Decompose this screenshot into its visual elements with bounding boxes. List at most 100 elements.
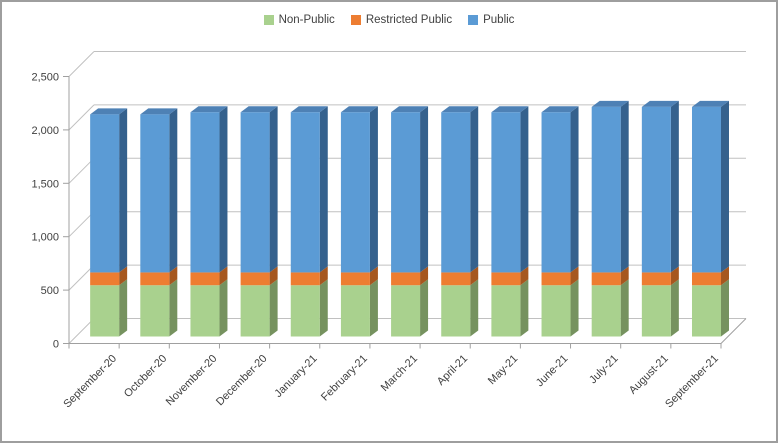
gridline-depth-segment [68,104,95,131]
bar-november-20 [190,106,228,337]
bar-segment-public[interactable] [340,112,370,273]
bar-segment-public[interactable] [290,112,320,273]
bar-segment-non-public[interactable] [290,285,320,337]
bar-segment-public[interactable] [541,112,571,273]
x-axis-label: December-20 [214,353,270,409]
bars-group [90,100,729,337]
bar-segment-public-top-face [290,106,328,113]
bar-segment-public-top-face [391,106,429,113]
bar-segment-non-public-side-face [420,279,429,337]
bar-segment-restricted-public-side-face [670,266,679,286]
bar-segment-non-public[interactable] [190,285,220,337]
bar-segment-public-top-face [441,106,479,113]
bar-segment-restricted-public-side-face [119,266,128,286]
bar-may-21 [491,106,529,337]
bar-segment-public-top-face [240,106,278,113]
bar-segment-public[interactable] [491,112,521,273]
bar-january-21 [290,106,328,337]
bar-segment-public-top-face [90,108,128,115]
legend-swatch-icon [468,15,479,25]
bar-segment-non-public-side-face [470,279,479,337]
bar-april-21 [441,106,479,337]
bar-segment-restricted-public[interactable] [290,272,320,286]
x-axis-label: August-21 [627,353,671,397]
bar-segment-restricted-public-side-face [269,266,278,286]
bar-segment-non-public[interactable] [591,285,621,337]
gridline-depth-segment [68,157,95,184]
bar-segment-non-public[interactable] [391,285,421,337]
bar-segment-public[interactable] [391,112,421,273]
bar-segment-restricted-public[interactable] [190,272,220,286]
gridline-depth-segment [68,318,95,344]
bar-segment-restricted-public-side-face [520,266,529,286]
bar-segment-public-side-face [169,108,178,273]
bar-segment-restricted-public-side-face [720,266,729,286]
bar-segment-restricted-public[interactable] [691,272,721,286]
bar-segment-non-public[interactable] [90,285,120,337]
bar-segment-public[interactable] [190,112,220,273]
bar-segment-non-public-side-face [219,279,228,337]
bar-segment-restricted-public-side-face [219,266,228,286]
bar-segment-restricted-public[interactable] [140,272,170,286]
bar-segment-non-public[interactable] [240,285,270,337]
x-axis-label: November-20 [164,353,220,409]
bar-segment-public-side-face [269,106,278,273]
gridline-depth-segment [68,51,95,77]
bar-segment-public[interactable] [441,112,471,273]
bar-segment-public[interactable] [641,106,671,273]
bar-segment-restricted-public[interactable] [240,272,270,286]
legend-label: Public [483,14,515,26]
legend-swatch-icon [263,15,274,25]
bar-segment-restricted-public[interactable] [541,272,571,286]
bar-segment-restricted-public[interactable] [391,272,421,286]
gridline-depth-segment [68,211,95,238]
bar-segment-restricted-public-side-face [369,266,378,286]
legend-item-restricted-public[interactable]: Restricted Public [350,14,453,26]
bar-segment-public-side-face [219,106,228,273]
bar-segment-public[interactable] [691,106,721,273]
bar-segment-non-public[interactable] [641,285,671,337]
bar-segment-public-side-face [620,100,629,273]
legend-item-public[interactable]: Public [468,14,514,26]
bar-segment-public-top-face [491,106,529,113]
bar-segment-non-public-side-face [620,279,629,337]
bar-segment-non-public[interactable] [340,285,370,337]
bar-segment-restricted-public[interactable] [441,272,471,286]
bar-segment-non-public[interactable] [441,285,471,337]
bar-segment-public-top-face [140,108,178,115]
bar-segment-non-public-side-face [269,279,278,337]
bar-october-20 [140,108,178,337]
bar-september-20 [90,108,128,337]
y-axis-label: 1,500 [31,178,59,190]
x-axis-label: May-21 [486,353,520,387]
bar-segment-restricted-public[interactable] [591,272,621,286]
bar-segment-restricted-public[interactable] [641,272,671,286]
bar-segment-public-side-face [520,106,529,273]
legend-label: Restricted Public [365,14,453,26]
bar-segment-restricted-public[interactable] [491,272,521,286]
bar-segment-public[interactable] [591,106,621,273]
legend-item-non-public[interactable]: Non-Public [263,14,335,26]
bar-segment-public[interactable] [90,114,120,273]
bar-segment-non-public[interactable] [491,285,521,337]
bar-segment-non-public[interactable] [691,285,721,337]
bar-segment-restricted-public-side-face [570,266,579,286]
bar-segment-restricted-public[interactable] [340,272,370,286]
bar-segment-non-public-side-face [169,279,178,337]
bar-february-21 [340,106,378,337]
bar-segment-public[interactable] [240,112,270,273]
floor-right-edge [720,318,747,344]
gridline-depth-segment [68,264,95,291]
bar-segment-public[interactable] [140,114,170,273]
bar-segment-public-top-face [691,100,729,107]
bar-segment-non-public[interactable] [541,285,571,337]
bar-december-20 [240,106,278,337]
bar-segment-restricted-public[interactable] [90,272,120,286]
bar-segment-public-side-face [470,106,479,273]
bar-segment-public-top-face [641,100,679,107]
bar-july-21 [591,100,629,337]
bar-segment-public-side-face [319,106,328,273]
bar-segment-non-public[interactable] [140,285,170,337]
x-axis-label: June-21 [534,353,571,390]
